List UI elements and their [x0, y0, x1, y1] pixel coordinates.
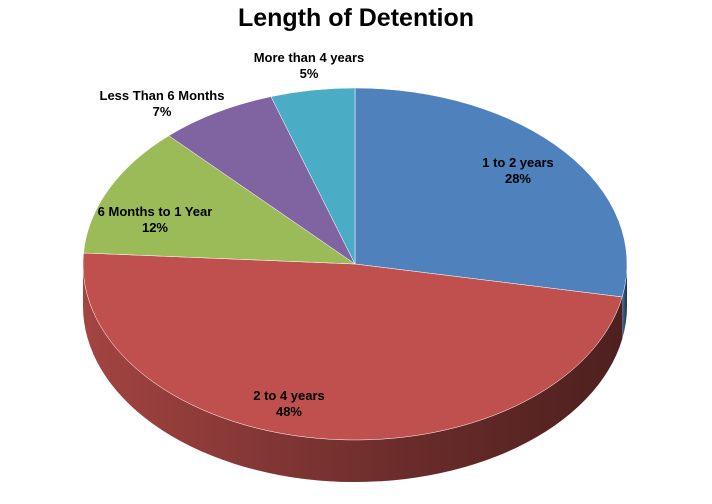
pie-slice-less-than-6-months [168, 96, 356, 265]
pie-slice-1-to-2-years [354, 87, 628, 298]
slice-label-2-to-4-years: 2 to 4 years 48% [253, 388, 325, 419]
chart-title: Length of Detention [237, 4, 475, 32]
slice-label-1-to-2-years: 1 to 2 years 28% [482, 155, 554, 186]
slice-label-less-than-6-months: Less Than 6 Months 7% [99, 88, 225, 119]
pie-slice-more-than-4-years [270, 87, 356, 265]
slice-label-6-months-to-1-year: 6 Months to 1 Year 12% [97, 204, 213, 235]
pie-side-shade-0 [622, 264, 627, 339]
pie-side-shade-1 [83, 264, 623, 483]
pie-slice-6-months-to-1-year [83, 135, 356, 265]
pie-slice-2-to-4-years [82, 252, 623, 441]
slice-label-more-than-4-years: More than 4 years 5% [253, 50, 365, 81]
